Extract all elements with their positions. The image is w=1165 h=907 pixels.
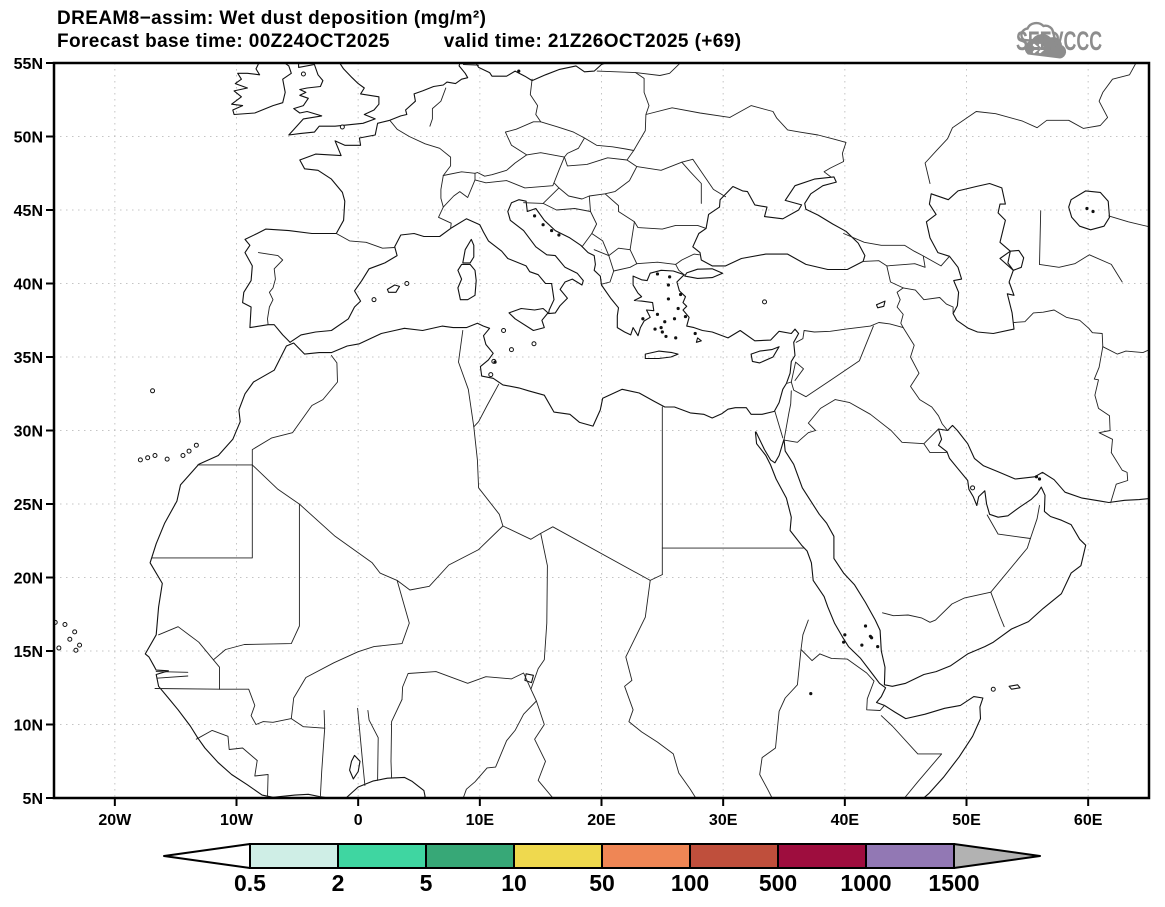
lon-tick-label: 30E bbox=[709, 812, 738, 829]
axis-labels: 55N 50N 45N 40N 35N 30N 25N 20N 15N 10N 5N 20W 10W 0 1… bbox=[14, 56, 1103, 829]
lon-tick-label: 40E bbox=[831, 812, 860, 829]
plot-subtitle: Forecast base time: 00Z24OCT2025 valid ti… bbox=[57, 31, 741, 53]
lon-tick-label: 60E bbox=[1074, 812, 1103, 829]
colorbar-tick-label: 0.5 bbox=[234, 870, 266, 896]
lat-tick-label: 35N bbox=[14, 350, 43, 367]
axis-ticks bbox=[46, 62, 1090, 806]
lon-tick-label: 20W bbox=[98, 812, 132, 829]
plot-title: DREAM8−assim: Wet dust deposition (mg/m²… bbox=[57, 8, 487, 29]
lat-tick-label: 20N bbox=[14, 571, 43, 588]
colorbar-cell bbox=[337, 843, 427, 869]
lat-tick-label: 30N bbox=[14, 424, 43, 441]
lon-tick-label: 50E bbox=[952, 812, 981, 829]
colorbar: 0.5 2 5 10 50 100 500 1000 1500 bbox=[163, 843, 1041, 896]
colorbar-cell bbox=[425, 843, 515, 869]
seevccc-logo: SEEVCCC bbox=[1014, 20, 1160, 62]
lat-tick-label: 15N bbox=[14, 644, 43, 661]
lat-tick-label: 50N bbox=[14, 130, 43, 147]
colorbar-cell bbox=[513, 843, 603, 869]
colorbar-cell bbox=[777, 843, 867, 869]
lat-tick-label: 5N bbox=[23, 791, 43, 808]
forecast-base-time: Forecast base time: 00Z24OCT2025 bbox=[57, 31, 390, 52]
valid-time: valid time: 21Z26OCT2025 (+69) bbox=[443, 31, 742, 52]
logo-text: SEEVCCC bbox=[1016, 25, 1103, 56]
lon-tick-label: 10W bbox=[220, 812, 254, 829]
lat-tick-label: 40N bbox=[14, 277, 43, 294]
colorbar-tick-label: 100 bbox=[671, 870, 709, 896]
graticule bbox=[54, 63, 1149, 798]
lon-tick-label: 0 bbox=[354, 812, 363, 829]
colorbar-tick-label: 50 bbox=[589, 870, 615, 896]
lat-tick-label: 10N bbox=[14, 718, 43, 735]
lat-tick-label: 25N bbox=[14, 497, 43, 514]
coastlines bbox=[144, 63, 1149, 798]
colorbar-tick-label: 5 bbox=[420, 870, 433, 896]
colorbar-tick-label: 10 bbox=[501, 870, 527, 896]
lon-tick-label: 20E bbox=[587, 812, 616, 829]
colorbar-cell bbox=[601, 843, 691, 869]
colorbar-tick-label: 1500 bbox=[928, 870, 979, 896]
island-dots-outlined bbox=[54, 71, 996, 692]
colorbar-tick-label: 1000 bbox=[840, 870, 891, 896]
colorbar-under-arrow bbox=[163, 843, 251, 869]
colorbar-tick-label: 2 bbox=[332, 870, 345, 896]
colorbar-over-arrow bbox=[953, 843, 1041, 869]
lon-tick-label: 10E bbox=[466, 812, 495, 829]
colorbar-cell bbox=[249, 843, 339, 869]
colorbar-cell bbox=[689, 843, 779, 869]
island-dots-filled bbox=[493, 69, 1095, 696]
colorbar-tick-label: 500 bbox=[759, 870, 797, 896]
colorbar-cell bbox=[865, 843, 955, 869]
country-borders bbox=[151, 63, 1149, 798]
lat-tick-label: 45N bbox=[14, 203, 43, 220]
lat-tick-label: 55N bbox=[14, 56, 43, 73]
cloud-icon bbox=[1020, 21, 1067, 59]
map-drawing bbox=[54, 63, 1149, 798]
